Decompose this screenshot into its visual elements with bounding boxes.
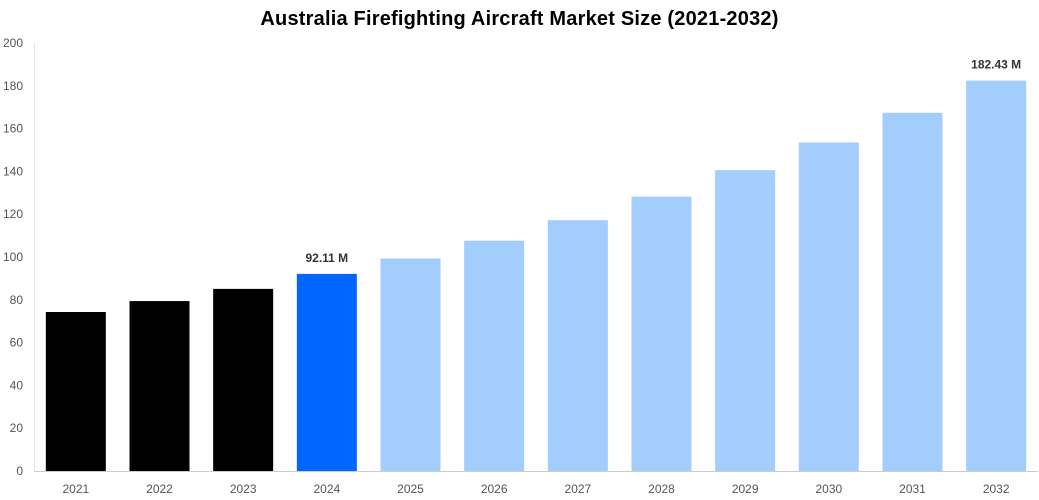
x-tick-label: 2021: [62, 482, 89, 496]
y-tick-label: 40: [10, 378, 24, 392]
bar-2024[interactable]: [296, 273, 357, 471]
bar-2027[interactable]: [547, 220, 608, 471]
x-tick-label: 2030: [815, 482, 842, 496]
bar-2023[interactable]: [213, 288, 274, 471]
y-tick-label: 120: [3, 207, 23, 221]
bar-2022[interactable]: [129, 301, 190, 471]
bar-2029[interactable]: [715, 170, 776, 471]
bar-2030[interactable]: [798, 142, 859, 471]
data-label: 182.43 M: [971, 58, 1021, 72]
x-tick-label: 2023: [230, 482, 257, 496]
bar-2021[interactable]: [45, 311, 106, 471]
y-tick-label: 200: [3, 36, 23, 50]
x-tick-label: 2026: [481, 482, 508, 496]
x-tick-label: 2027: [564, 482, 591, 496]
y-tick-label: 20: [10, 421, 24, 435]
x-tick-label: 2029: [732, 482, 759, 496]
chart-title: Australia Firefighting Aircraft Market S…: [260, 8, 779, 30]
y-tick-label: 0: [16, 464, 23, 478]
bar-2031[interactable]: [882, 112, 943, 471]
bar-2026[interactable]: [464, 240, 525, 471]
y-tick-label: 100: [3, 250, 23, 264]
y-tick-label: 80: [10, 293, 24, 307]
x-tick-label: 2025: [397, 482, 424, 496]
bar-2028[interactable]: [631, 196, 692, 472]
x-tick-label: 2022: [146, 482, 173, 496]
y-tick-label: 180: [3, 79, 23, 93]
x-tick-label: 2024: [313, 482, 340, 496]
x-tick-label: 2028: [648, 482, 675, 496]
data-label: 92.11 M: [305, 251, 348, 265]
bar-2032[interactable]: [966, 80, 1027, 472]
y-tick-label: 60: [10, 336, 24, 350]
y-tick-label: 140: [3, 164, 23, 178]
x-tick-label: 2031: [899, 482, 926, 496]
bar-2025[interactable]: [380, 258, 441, 471]
x-tick-label: 2032: [983, 482, 1010, 496]
y-tick-label: 160: [3, 122, 23, 136]
